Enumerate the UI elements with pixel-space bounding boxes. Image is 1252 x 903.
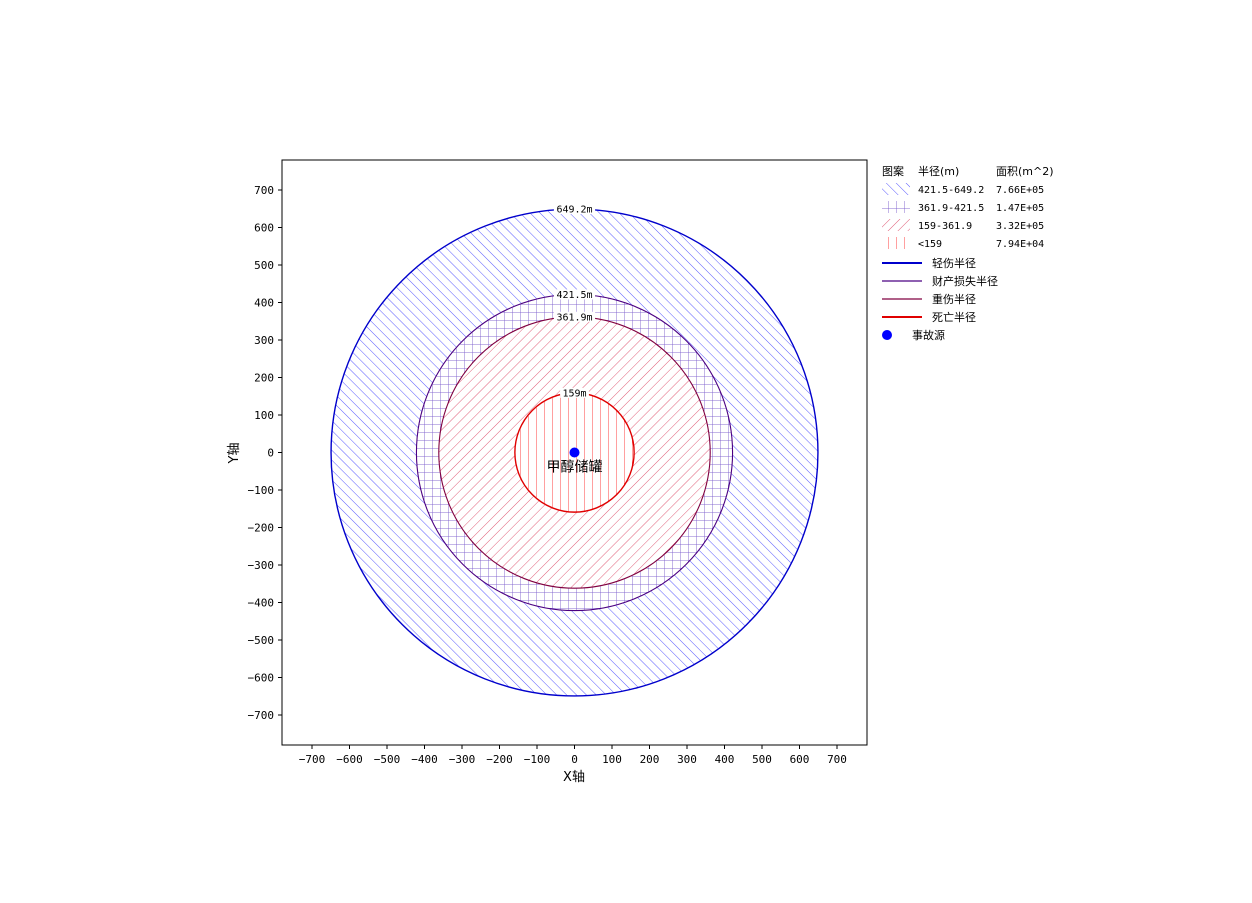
y-tick-label: 600 <box>254 222 274 235</box>
legend-range: 421.5-649.2 <box>918 185 984 196</box>
y-tick-label: −100 <box>248 484 275 497</box>
legend-header-pattern: 图案 <box>882 164 904 178</box>
y-tick-label: 700 <box>254 184 274 197</box>
radius-label-death: 159m <box>562 388 586 399</box>
accident-source: 甲醇储罐 <box>547 447 603 476</box>
x-tick-label: −300 <box>449 753 476 766</box>
legend-area: 1.47E+05 <box>996 203 1044 214</box>
legend-line-label: 重伤半径 <box>932 292 976 306</box>
y-tick-label: 200 <box>254 372 274 385</box>
radius-label-bg-severe <box>553 311 596 322</box>
y-axis-label: Y轴 <box>227 443 242 465</box>
legend-line-label: 死亡半径 <box>932 310 976 324</box>
legend-line-label: 财产损失半径 <box>932 274 998 288</box>
accident-source-label: 甲醇储罐 <box>547 459 603 476</box>
x-tick-label: −500 <box>374 753 401 766</box>
y-tick-label: 300 <box>254 334 274 347</box>
x-tick-label: 200 <box>640 753 660 766</box>
y-tick-label: −600 <box>248 672 275 685</box>
x-tick-label: 500 <box>752 753 772 766</box>
x-tick-label: −100 <box>524 753 551 766</box>
x-tick-label: 300 <box>677 753 697 766</box>
legend-area: 3.32E+05 <box>996 221 1044 232</box>
y-tick-label: −700 <box>248 709 275 722</box>
x-tick-label: 600 <box>790 753 810 766</box>
legend-area: 7.94E+04 <box>996 239 1044 250</box>
x-axis: −700 −600 −500 −400 −300 −200 −100 0 100 200 300 40… <box>299 745 847 766</box>
y-tick-label: −300 <box>248 559 275 572</box>
y-axis: −700 −600 −500 −400 −300 −200 −100 0 100 200 300 40… <box>248 184 282 722</box>
x-tick-label: 0 <box>571 753 578 766</box>
radius-label-bg-death <box>560 387 589 398</box>
y-tick-label: −400 <box>248 597 275 610</box>
x-axis-label: X轴 <box>563 770 585 785</box>
legend-range: <159 <box>918 239 942 250</box>
y-tick-label: 500 <box>254 259 274 272</box>
legend-swatch-grid <box>882 201 910 213</box>
x-tick-label: −200 <box>486 753 513 766</box>
y-tick-label: −500 <box>248 634 275 647</box>
x-tick-label: 400 <box>715 753 735 766</box>
y-tick-label: 400 <box>254 297 274 310</box>
x-tick-label: 100 <box>602 753 622 766</box>
y-tick-label: 100 <box>254 409 274 422</box>
legend-line-label: 轻伤半径 <box>932 256 976 270</box>
legend-swatch-diag-down <box>882 219 910 231</box>
legend-range: 361.9-421.5 <box>918 203 984 214</box>
radius-label-bg-light <box>553 204 596 215</box>
x-tick-label: −700 <box>299 753 326 766</box>
legend-swatch-diag-up <box>882 183 910 195</box>
legend-header-radius: 半径(m) <box>918 164 959 178</box>
radius-labels: 649.2m 421.5m 361.9m 159m <box>553 204 596 399</box>
y-tick-label: 0 <box>267 447 274 460</box>
x-tick-label: −400 <box>411 753 438 766</box>
radius-label-light: 649.2m <box>556 205 592 216</box>
radius-label-bg-property <box>553 289 596 300</box>
y-tick-label: −200 <box>248 522 275 535</box>
radius-label-severe: 361.9m <box>556 312 592 323</box>
legend: 图案 半径(m) 面积(m^2) 421.5-649.2 7.66E+05 361.9-4… <box>882 164 1054 342</box>
legend-range: 159-361.9 <box>918 221 972 232</box>
x-tick-label: −600 <box>336 753 363 766</box>
legend-swatch-vertical <box>882 237 910 249</box>
legend-source-label: 事故源 <box>912 328 945 342</box>
legend-source-marker <box>882 330 892 340</box>
radius-label-property: 421.5m <box>556 290 592 301</box>
plot-area: 649.2m 421.5m 361.9m 159m 甲醇储罐 <box>281 159 868 746</box>
legend-header-area: 面积(m^2) <box>996 165 1054 178</box>
x-tick-label: 700 <box>827 753 847 766</box>
accident-source-marker <box>569 447 580 458</box>
legend-area: 7.66E+05 <box>996 185 1044 196</box>
